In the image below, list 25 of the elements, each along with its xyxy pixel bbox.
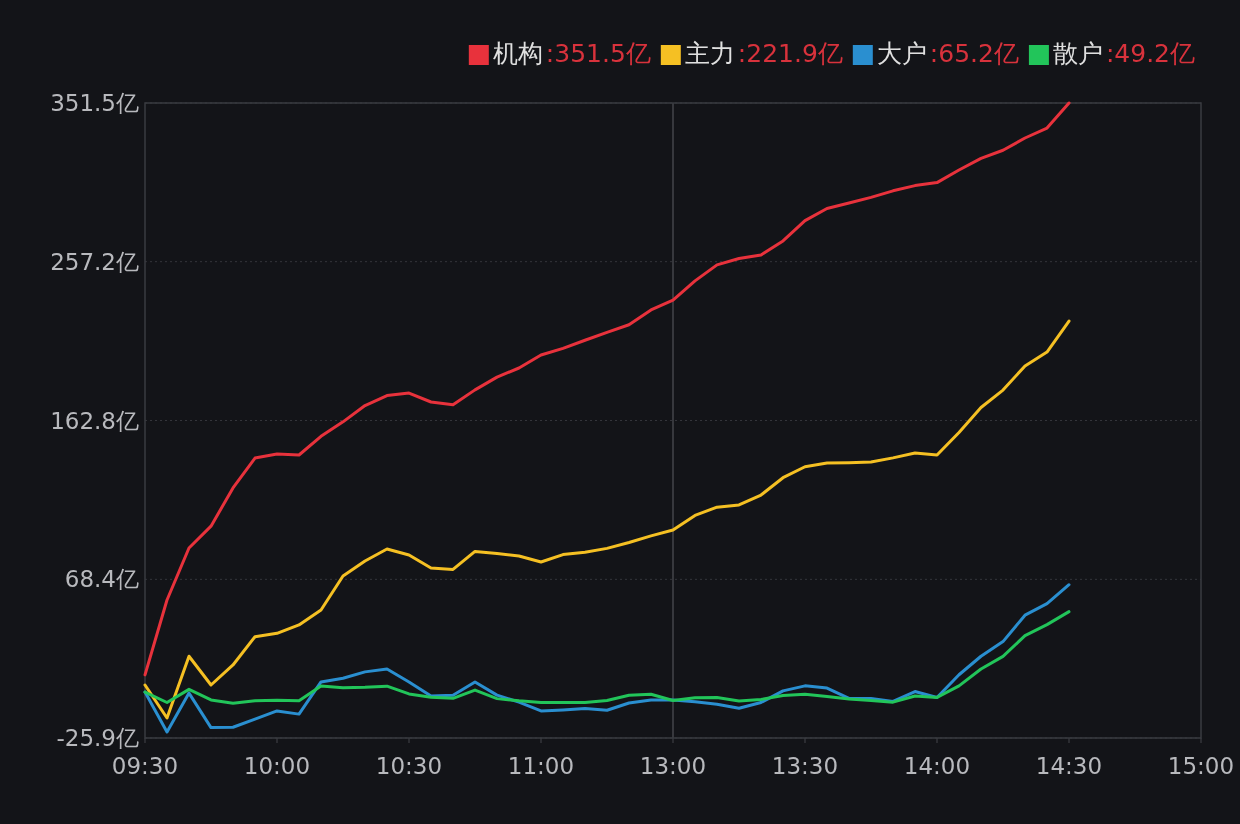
x-tick-label: 10:30 xyxy=(375,753,443,779)
y-tick-label: 68.4亿 xyxy=(64,566,139,593)
x-tick-label: 15:00 xyxy=(1167,753,1235,779)
text: :221.9亿 xyxy=(737,39,843,68)
legend-label: 主力 xyxy=(684,39,735,68)
text: :351.5亿 xyxy=(545,39,651,68)
x-tick-label: 13:00 xyxy=(639,753,707,779)
x-tick-label: 10:00 xyxy=(243,753,311,779)
legend-label: 机构 xyxy=(492,39,543,68)
y-tick-label: -25.9亿 xyxy=(56,725,139,751)
x-tick-label: 14:00 xyxy=(903,753,971,779)
y-tick-label: 351.5亿 xyxy=(50,90,139,116)
x-tick-label: 09:30 xyxy=(111,753,179,779)
legend-label: 散户 xyxy=(1052,39,1103,68)
text: :65.2亿 xyxy=(929,39,1019,68)
y-tick-label: 162.8亿 xyxy=(50,407,139,434)
x-tick-label: 11:00 xyxy=(507,753,575,779)
line-series xyxy=(143,319,1071,720)
text: :49.2亿 xyxy=(1105,39,1195,68)
line-series xyxy=(143,101,1071,677)
x-tick-label: 13:30 xyxy=(771,753,839,779)
line-series xyxy=(143,610,1071,705)
x-tick-label: 14:30 xyxy=(1035,753,1103,779)
legend-label: 大户 xyxy=(876,39,927,68)
y-tick-label: 257.2亿 xyxy=(50,248,139,275)
